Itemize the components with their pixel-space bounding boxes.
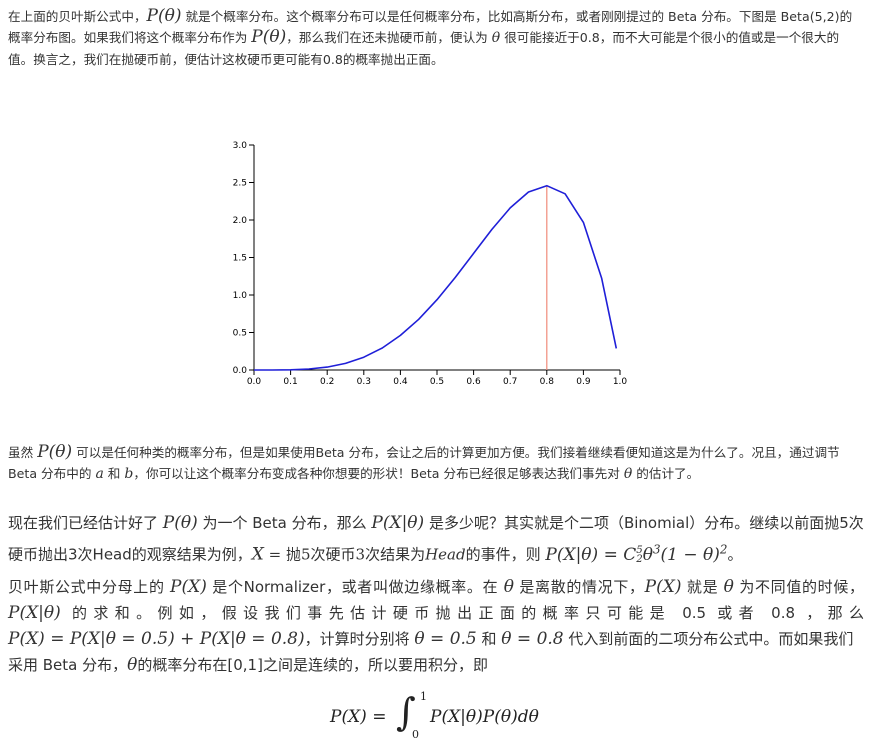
beta-paragraph: 虽然 P(θ) 可以是任何种类的概率分布，但是如果使用Beta 分布，会让之后的… [8,442,864,485]
math-theta: θ [127,655,138,675]
math-sup: 5 [636,544,643,556]
text: ，计算时分别将 [304,630,415,648]
text: 是多少呢？其实就是个二项（Binomial）分布。继续以前面抛5次硬币抛出3次H… [8,514,864,564]
math-binomial-formula: P(X|θ) = C 5 2 θ3(1 − θ)2 [545,542,728,566]
math-p-x: P(X) [170,577,207,597]
text: 就是 [681,578,724,596]
text: 的估计了。 [632,466,700,481]
text: 很可能接近于0.8，而不大可能是个很小的值或是一个很大的值。换言之，我们在抛硬币… [8,30,840,67]
line-1: 贝叶斯公式中分母上的 P(X) 是个Normalizer，或者叫做边缘概率。在 … [8,574,864,626]
math-sup: 3 [652,542,661,556]
math-text: 的事件 [465,545,511,564]
x-tick-label: 0.4 [393,377,408,387]
text: 代入到前面的二项分布公式中。而如果我们采用 Beta 分布， [8,630,854,674]
math-part: θ [642,544,653,565]
math-theta: θ [503,577,514,597]
text: ，那么我们在还未抛硬币前，便认为 [286,30,492,45]
text: 贝叶斯公式中分母上的 [8,578,171,596]
intro-paragraph: 在上面的贝叶斯公式中，P(θ) 就是个概率分布。这个概率分布可以是任何概率分布，… [8,6,864,70]
text: 的概率分布在[0,1]之间是连续的，所以要用积分，即 [137,656,488,674]
math-sup: 2 [719,542,728,556]
y-tick-label: 1.0 [233,291,248,301]
text: 和 [476,630,502,648]
x-tick-label: 0.5 [430,377,444,387]
math-theta: θ [623,466,633,482]
text: 。 [727,545,743,564]
x-tick-label: 0.6 [466,377,481,387]
x-tick-label: 0.9 [576,377,591,387]
math-sub: 2 [636,554,643,566]
text: 现在我们已经估计好了 [8,514,163,532]
beta-curve [254,184,618,371]
text: 是个Normalizer，或者叫做边缘概率。在 [206,578,504,596]
y-tick-label: 3.0 [233,141,248,151]
text: ，则 [510,545,546,564]
text: 为一个 Beta 分布，那么 [197,514,372,532]
math-p-theta: P(θ) [251,27,287,47]
text: 就是个概率分布。这个概率分布可以是任何概率分布，比如高斯分布，或者刚刚提过的 B… [8,9,853,45]
y-tick-label: 1.5 [233,254,247,264]
math-theta: θ [491,30,501,46]
integral-upper-limit: 1 [420,690,427,703]
x-tick-label: 0.0 [247,377,262,387]
math-part: P(X|θ) = C [545,544,637,565]
x-tick-label: 0.8 [540,377,555,387]
math-x: X [251,544,264,565]
math-p-x: P(X) [644,577,682,597]
math-p-x-given-theta: P(X|θ) [371,513,425,533]
math-head: Head [425,545,466,564]
text: 是离散的情况下， [513,578,645,596]
math-part: (1 − θ) [660,544,720,565]
x-tick-label: 0.1 [283,377,297,387]
math-p-theta: P(θ) [37,442,73,462]
x-tick-label: 0.2 [320,377,334,387]
normalizer-paragraph: 贝叶斯公式中分母上的 P(X) 是个Normalizer，或者叫做边缘概率。在 … [8,574,864,678]
math-p-theta: P(θ) [162,513,198,533]
x-tick-label: 0.3 [357,377,371,387]
y-tick-label: 0.0 [233,366,248,376]
text: 可以是任何种类的概率分布，但是如果使用Beta 分布，会让之后的计算更加方便。我… [8,445,840,481]
x-tick-label: 1.0 [613,377,628,387]
integral-lower-limit: 0 [412,728,419,741]
math-b: b [124,466,134,482]
y-tick-label: 2.0 [233,216,248,226]
text: ，你可以让这个概率分布变成各种你想要的形状！Beta 分布已经很足够表达我们事先… [133,466,624,481]
math-theta-05: θ = 0.5 [414,629,477,649]
text: 在上面的贝叶斯公式中， [8,9,147,24]
math-text: = 抛5次硬币3次结果为 [263,545,426,564]
x-tick-label: 0.7 [503,377,517,387]
math-p-x-given-theta: P(X|θ) [8,603,61,623]
text: 和 [103,466,125,481]
formula-lhs: P(X) = [330,707,387,727]
text: 为不同值的时候， [733,578,864,596]
text: 的求和。例如，假设我们事先估计硬币抛出正面的概率只可能是 0.5 或者 0.8 … [60,604,864,622]
math-a: a [95,466,104,482]
formula-rhs: P(X|θ)P(θ)dθ [430,707,539,727]
y-tick-label: 0.5 [233,329,247,339]
math-theta: θ [723,577,734,597]
math-p-theta: P(θ) [146,6,182,26]
math-theta-08: θ = 0.8 [501,629,564,649]
beta-distribution-chart: 0.0 0.5 1.0 1.5 2.0 2.5 3.0 0.0 0.1 0.2 0.3 0.4 0.5 0… [233,141,628,387]
text: 虽然 [8,445,38,460]
binomial-paragraph: 现在我们已经估计好了 P(θ) 为一个 Beta 分布，那么 P(X|θ) 是多… [8,510,864,568]
y-tick-label: 2.5 [233,179,247,189]
math-px-sum: P(X) = P(X|θ = 0.5) + P(X|θ = 0.8) [8,629,305,649]
integral-sign: ∫ [396,690,416,734]
